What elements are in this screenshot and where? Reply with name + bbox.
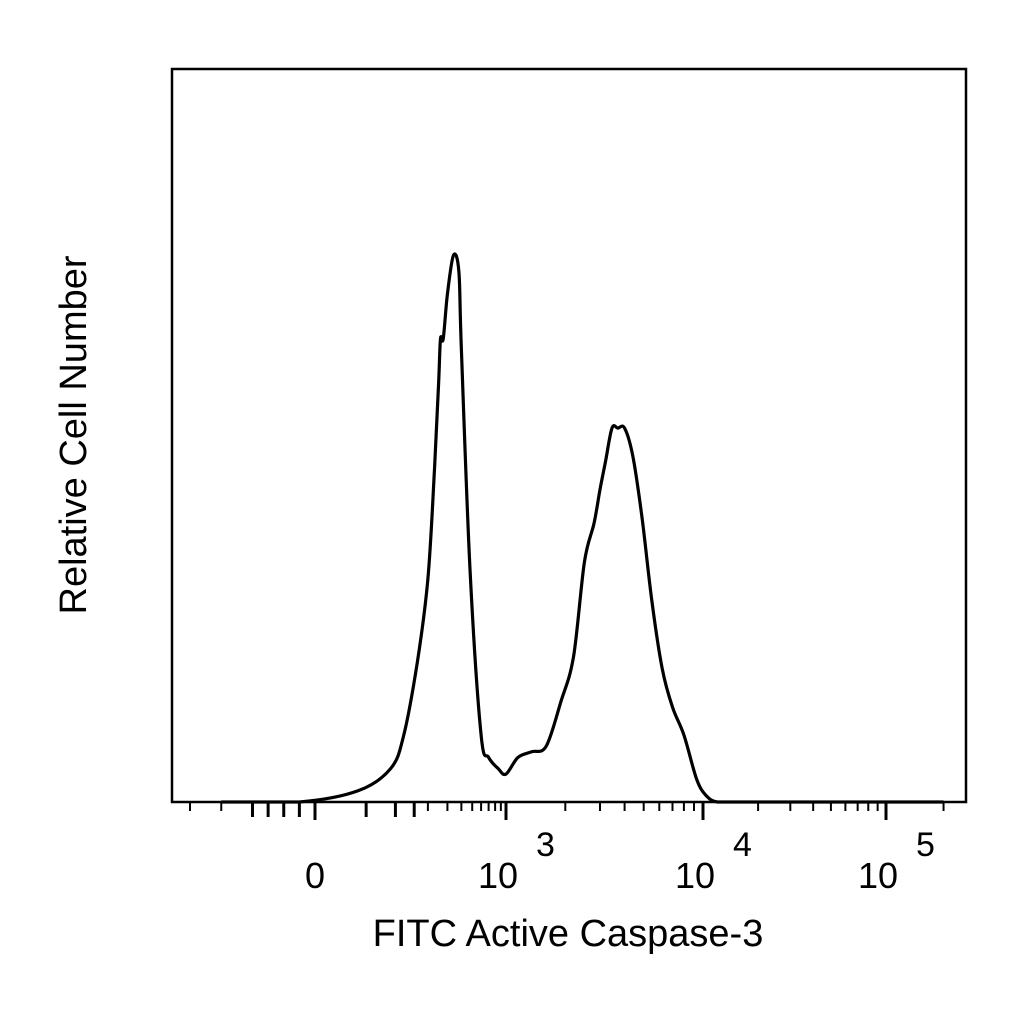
y-axis-title: Relative Cell Number — [53, 255, 95, 614]
x-axis-title: FITC Active Caspase-3 — [373, 913, 764, 955]
x-tick-label: 10 — [858, 855, 898, 896]
x-axis-ticks — [189, 802, 945, 820]
x-tick-label: 10 — [478, 855, 518, 896]
x-tick-exponent: 4 — [733, 826, 752, 864]
x-axis-tick-labels: 0 10 3 10 4 10 5 — [305, 826, 935, 896]
plot-frame — [170, 67, 968, 804]
histogram-curve — [221, 252, 944, 804]
x-tick-label: 0 — [305, 855, 325, 896]
x-tick-exponent: 3 — [536, 826, 555, 864]
x-tick-label: 10 — [675, 855, 715, 896]
x-tick-exponent: 5 — [916, 826, 935, 864]
